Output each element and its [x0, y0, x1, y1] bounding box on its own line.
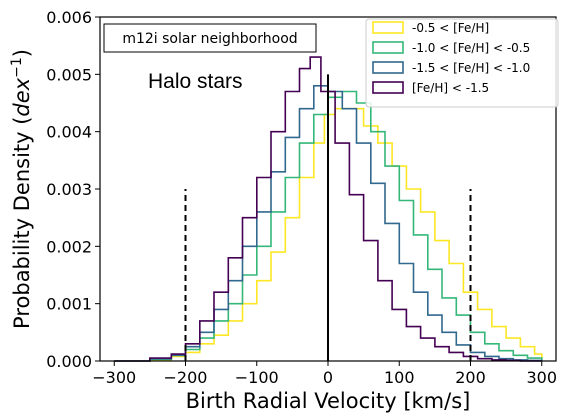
- legend-swatch-3: [372, 81, 404, 94]
- legend: -0.5 < [Fe/H] -1.0 < [Fe/H] < -0.5 -1.5 < …: [365, 18, 559, 108]
- y-tick-label: 0.001: [46, 295, 92, 314]
- legend-swatch-0: [372, 21, 404, 34]
- y-tick-label: 0.005: [46, 65, 92, 84]
- y-tick-label: 0.006: [46, 8, 92, 27]
- ticks-layer: −300 −200 −100 0 100 200 300 0.000 0.001 0.002 0.0…: [46, 8, 557, 387]
- y-tick-label: 0.003: [46, 180, 92, 199]
- annotation-halo-stars: Halo stars: [148, 70, 243, 93]
- x-tick-label: −200: [164, 368, 208, 387]
- y-axis-label-prefix: Probability Density (: [10, 117, 34, 329]
- y-tick-label: 0.000: [46, 352, 92, 371]
- y-axis-label-suffix: ): [10, 49, 34, 57]
- legend-label-2: -1.5 < [Fe/H] < -1.0: [412, 61, 530, 75]
- x-tick-label: 0: [323, 368, 333, 387]
- series-line-3: [114, 56, 542, 362]
- annotation-box: m12i solar neighborhood: [103, 23, 317, 53]
- legend-label-0: -0.5 < [Fe/H]: [412, 21, 489, 35]
- vertical-lines: [184, 74, 472, 361]
- series-line-2: [114, 85, 543, 362]
- annotation-box-text: m12i solar neighborhood: [122, 31, 297, 47]
- y-tick-label: 0.004: [46, 123, 92, 142]
- x-tick-label: −300: [92, 368, 136, 387]
- x-tick-label: −100: [235, 368, 279, 387]
- legend-swatch-2: [372, 61, 404, 74]
- legend-frame: [365, 18, 559, 108]
- x-tick-label: 100: [384, 368, 415, 387]
- x-axis-label: Birth Radial Velocity [km/s]: [186, 389, 471, 413]
- y-axis-label: Probability Density (dex−1): [9, 49, 34, 329]
- legend-swatch-1: [372, 41, 404, 54]
- series-layer: [114, 56, 543, 362]
- x-tick-label: 300: [526, 368, 557, 387]
- x-tick-label: 200: [455, 368, 486, 387]
- y-tick-label: 0.002: [46, 237, 92, 256]
- legend-label-1: -1.0 < [Fe/H] < -0.5: [412, 41, 530, 55]
- legend-label-3: [Fe/H] < -1.5: [412, 81, 489, 95]
- y-axis-label-exponent: −1: [9, 57, 25, 78]
- y-axis-label-unit: dex: [10, 77, 34, 116]
